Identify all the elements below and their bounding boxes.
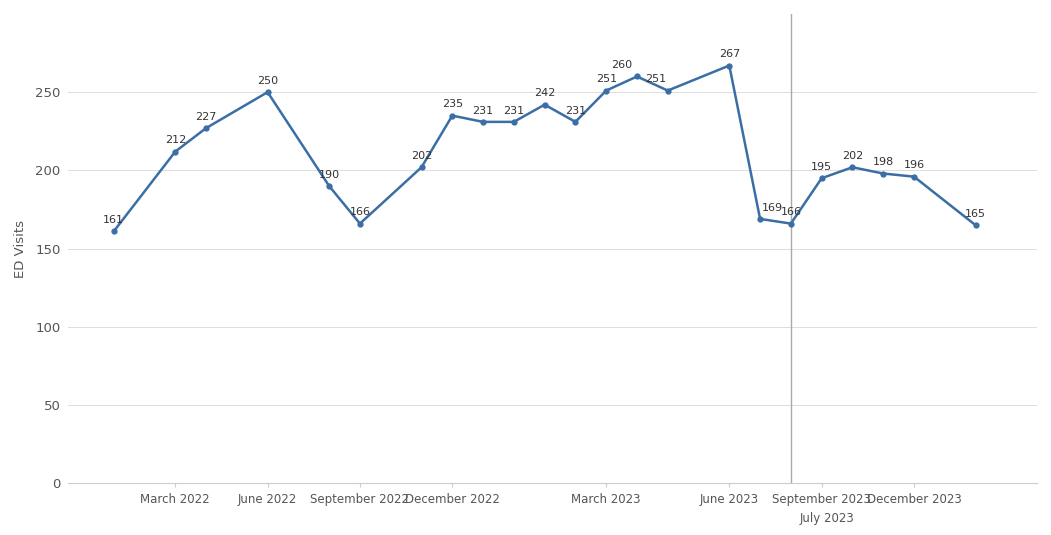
Y-axis label: ED Visits: ED Visits bbox=[14, 220, 27, 278]
Text: 169: 169 bbox=[762, 203, 783, 212]
Text: 242: 242 bbox=[534, 88, 555, 98]
Text: 190: 190 bbox=[318, 170, 339, 180]
Text: 166: 166 bbox=[781, 208, 801, 217]
Text: 212: 212 bbox=[165, 135, 186, 146]
Text: 198: 198 bbox=[872, 157, 893, 167]
Text: 231: 231 bbox=[564, 105, 586, 116]
Text: 231: 231 bbox=[503, 105, 524, 116]
Text: 202: 202 bbox=[842, 151, 863, 161]
Text: 260: 260 bbox=[611, 60, 632, 70]
Text: 231: 231 bbox=[473, 105, 494, 116]
Text: July 2023: July 2023 bbox=[800, 511, 854, 524]
Text: 165: 165 bbox=[965, 209, 986, 219]
Text: 251: 251 bbox=[596, 74, 617, 85]
Text: 202: 202 bbox=[411, 151, 432, 161]
Text: 195: 195 bbox=[811, 162, 832, 172]
Text: 267: 267 bbox=[719, 49, 740, 59]
Text: 161: 161 bbox=[103, 215, 124, 225]
Text: 250: 250 bbox=[257, 76, 279, 86]
Text: 227: 227 bbox=[195, 112, 217, 122]
Text: 196: 196 bbox=[904, 160, 925, 170]
Text: 251: 251 bbox=[645, 74, 666, 85]
Text: 235: 235 bbox=[441, 100, 462, 109]
Text: 166: 166 bbox=[349, 208, 370, 217]
